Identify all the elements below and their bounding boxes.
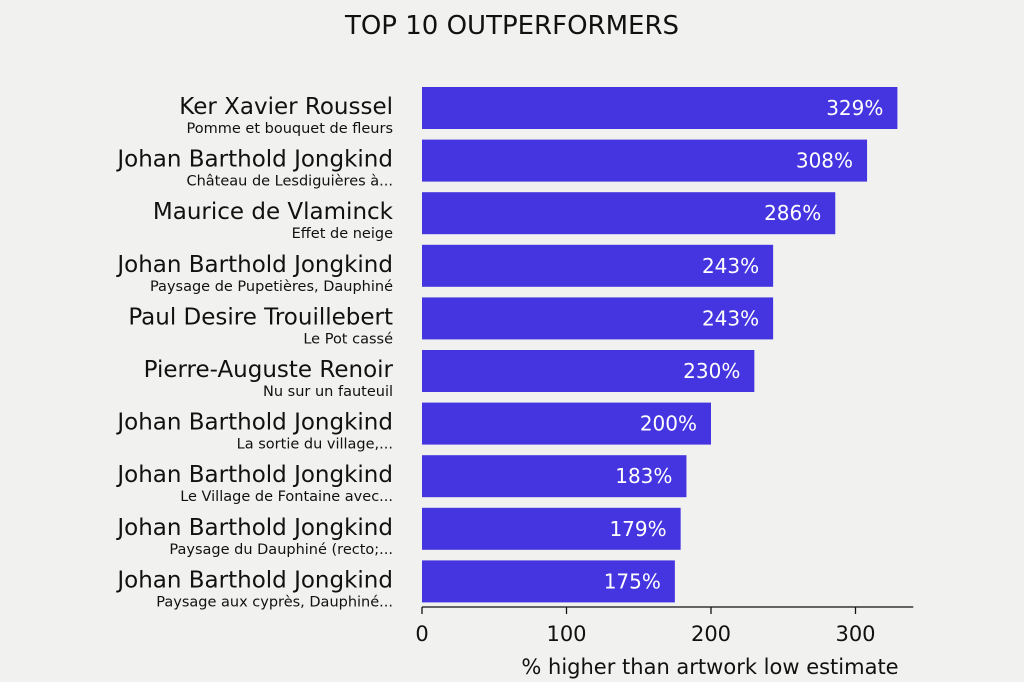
- category-artist-label-1: Ker Xavier Roussel: [179, 94, 393, 120]
- category-work-label-8: Le Village de Fontaine avec...: [180, 489, 393, 505]
- bar-value-label-6: 230%: [683, 359, 740, 383]
- bar-value-label-8: 183%: [615, 464, 672, 488]
- bar-value-label-4: 243%: [702, 254, 759, 278]
- bar-value-label-5: 243%: [702, 306, 759, 330]
- bar-value-label-9: 179%: [609, 517, 666, 541]
- category-artist-label-6: Pierre-Auguste Renoir: [144, 357, 394, 383]
- category-artist-label-9: Johan Barthold Jongkind: [115, 515, 393, 541]
- category-work-label-6: Nu sur un fauteuil: [263, 384, 393, 400]
- x-axis: 0 100 200 300: [415, 606, 914, 646]
- x-tick-label-2: 200: [691, 622, 731, 646]
- bar-4: [422, 244, 774, 287]
- bar-6: [422, 350, 755, 392]
- category-work-label-4: Paysage de Pupetières, Dauphiné: [150, 279, 393, 295]
- x-tick-label-0: 0: [415, 622, 428, 646]
- category-artist-label-5: Paul Desire Trouillebert: [128, 304, 393, 330]
- bar-value-label-3: 286%: [764, 201, 821, 225]
- x-axis-label: % higher than artwork low estimate: [521, 655, 898, 679]
- bar-value-label-1: 329%: [826, 96, 883, 120]
- category-work-label-5: Le Pot cassé: [303, 331, 393, 347]
- category-artist-label-10: Johan Barthold Jongkind: [115, 567, 393, 593]
- bar-5: [422, 297, 774, 340]
- bar-8: [422, 455, 687, 498]
- bar-2: [422, 139, 868, 182]
- bar-value-label-10: 175%: [604, 569, 661, 593]
- bar-10: [422, 560, 675, 603]
- bar-9: [422, 507, 681, 550]
- category-work-label-2: Château de Lesdiguières à...: [186, 174, 393, 190]
- chart-title: TOP 10 OUTPERFORMERS: [344, 11, 679, 41]
- bar-value-label-7: 200%: [640, 412, 697, 436]
- category-work-label-3: Effet de neige: [292, 226, 393, 242]
- category-artist-label-7: Johan Barthold Jongkind: [115, 410, 393, 436]
- category-work-label-1: Pomme et bouquet de fleurs: [187, 121, 393, 137]
- category-work-label-9: Paysage du Dauphiné (recto;...: [169, 542, 393, 558]
- x-tick-label-1: 100: [546, 622, 586, 646]
- category-artist-label-3: Maurice de Vlaminck: [153, 199, 394, 225]
- bar-3: [422, 192, 836, 235]
- category-artist-label-8: Johan Barthold Jongkind: [115, 462, 393, 488]
- x-tick-label-3: 300: [835, 622, 875, 646]
- category-work-label-7: La sortie du village,...: [237, 437, 393, 453]
- category-work-label-10: Paysage aux cyprès, Dauphiné...: [156, 594, 393, 610]
- bar-value-label-2: 308%: [796, 149, 853, 173]
- bar-7: [422, 402, 711, 445]
- category-artist-label-4: Johan Barthold Jongkind: [115, 252, 393, 278]
- category-artist-label-2: Johan Barthold Jongkind: [115, 147, 393, 173]
- bar-1: [422, 87, 898, 129]
